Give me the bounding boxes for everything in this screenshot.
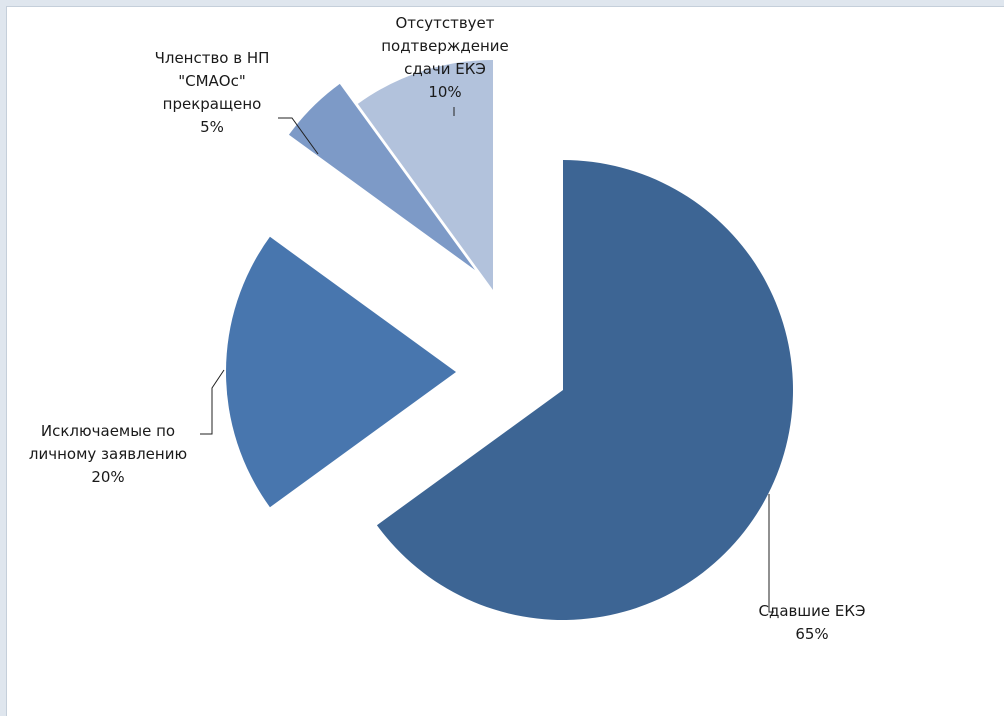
pie-slice-2 <box>288 83 475 271</box>
leader-lines <box>200 107 774 613</box>
leader-line-2 <box>278 117 319 155</box>
slice-label-line: прекращено <box>163 95 262 113</box>
slice-label-line: Сдавшие ЕКЭ <box>759 602 866 620</box>
slice-label-1: Исключаемые по личному заявлению 20% <box>29 422 187 486</box>
slice-label-3: Отсутствует подтверждение сдачи ЕКЭ 10% <box>381 14 509 101</box>
slice-label-line: Членство в НП <box>155 49 270 67</box>
leader-line-1 <box>200 369 225 435</box>
pie-slice-1 <box>226 236 456 508</box>
pie-slice-0 <box>376 160 794 621</box>
slice-label-line: "СМАОс" <box>178 72 246 90</box>
slice-label-line: подтверждение <box>381 37 509 55</box>
slice-label-line: личному заявлению <box>29 445 187 463</box>
slice-label-line: Исключаемые по <box>41 422 175 440</box>
slice-percent: 20% <box>91 468 124 486</box>
leader-line-0 <box>768 494 774 613</box>
slice-label-line: сдачи ЕКЭ <box>404 60 486 78</box>
slice-label-0: Сдавшие ЕКЭ 65% <box>759 602 866 643</box>
slice-percent: 10% <box>428 83 461 101</box>
slice-label-2: Членство в НП "СМАОс" прекращено 5% <box>155 49 270 136</box>
slice-percent: 5% <box>200 118 224 136</box>
slice-labels: Сдавшие ЕКЭ 65% Исключаемые по личному заяв… <box>29 14 866 643</box>
pie-slice-3 <box>357 60 493 290</box>
pie-slices <box>226 60 794 621</box>
slice-label-line: Отсутствует <box>395 14 494 32</box>
slice-percent: 65% <box>795 625 828 643</box>
